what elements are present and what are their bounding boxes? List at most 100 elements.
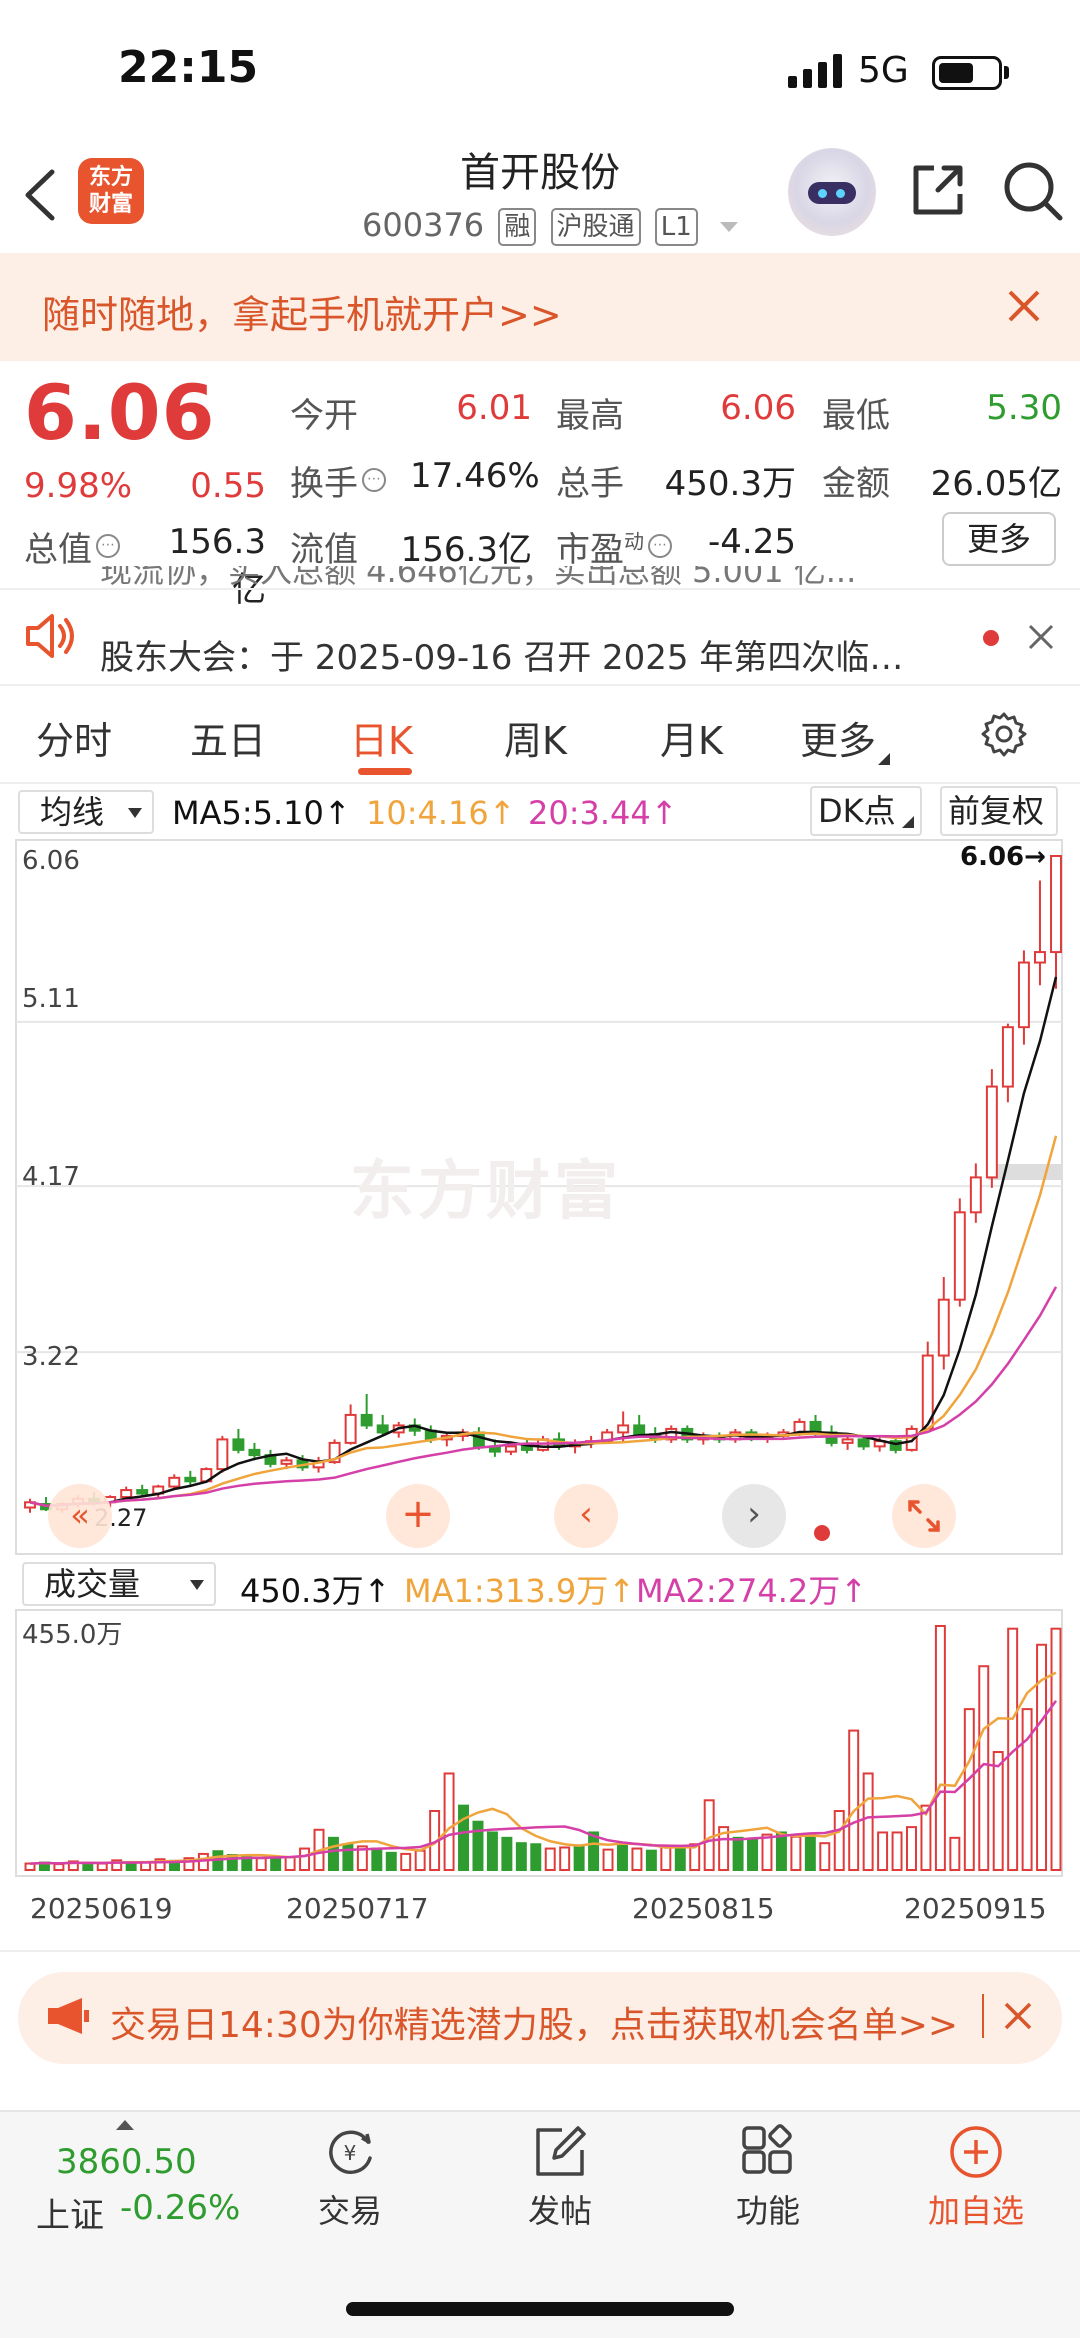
tab-weekly-k[interactable]: 周K [504,719,567,763]
volume-bar [53,1863,65,1871]
info-icon[interactable]: ⋯ [96,533,120,558]
apps-icon[interactable] [740,2124,796,2180]
candle-body [537,1438,549,1451]
stock-name: 首开股份 [460,150,620,196]
gear-icon[interactable] [980,710,1028,758]
volume-indicator-select[interactable]: 成交量 [22,1562,216,1606]
promo-banner[interactable] [0,253,1080,361]
tab-more[interactable]: 更多 [800,710,891,765]
volume-bar [24,1862,36,1871]
volume-bar [82,1862,94,1871]
volume-bar [616,1842,628,1871]
add-circle-icon[interactable] [948,2124,1004,2180]
zoom-in-button[interactable]: + [386,1484,450,1548]
promo-text[interactable]: 随时随地，拿起手机就开户>> [42,293,562,337]
candle-body [905,1427,918,1451]
candle-body [697,1434,710,1441]
volume-bar [486,1831,498,1872]
candle-body [665,1427,678,1441]
close-icon[interactable] [1002,284,1046,328]
nav-add-watchlist[interactable]: 加自选 [927,2192,1024,2230]
scroll-left-fast-button[interactable]: « [48,1484,112,1548]
bottom-promo-text[interactable]: 交易日14:30为你精选潜力股，点击获取机会名单>> [110,2005,959,2046]
index-name: 上证 [36,2196,104,2236]
dk-point-button[interactable]: DK点 [810,786,922,836]
prev-candle-button[interactable]: ‹ [554,1484,618,1548]
search-icon[interactable] [1000,158,1066,224]
notice-previous: 现流协，实入总额 4.646亿元，实出总额 5.001 亿... [100,566,857,588]
candle-body [136,1489,149,1495]
ma10-value: 10:4.16↑ [366,794,516,832]
info-icon[interactable]: ⋯ [648,533,672,558]
price-tick: 3.22 [22,1342,80,1372]
tab-five-day[interactable]: 五日 [190,719,267,763]
candle-body [889,1440,902,1451]
stock-subtitle[interactable]: 600376 融 沪股通 L1 [362,206,740,246]
status-time: 22:15 [118,42,259,93]
tab-monthly-k[interactable]: 月K [660,719,723,763]
notice-text[interactable]: 股东大会：于 2025-09-16 召开 2025 年第四次临… [100,638,904,678]
candle-body [200,1468,213,1483]
divider [0,782,1080,784]
low-label: 最低 [822,396,890,436]
tab-intraday[interactable]: 分时 [36,719,113,763]
candle-body [376,1424,389,1434]
nav-functions[interactable]: 功能 [735,2192,800,2230]
post-icon[interactable] [532,2124,588,2180]
fullscreen-button[interactable] [892,1484,956,1548]
price-tick: 6.06 [22,846,80,876]
open-value: 6.01 [456,388,532,428]
candle-body [649,1433,662,1441]
candle-body [1017,961,1030,1029]
volume-bar [429,1810,441,1871]
trade-icon[interactable]: ¥ [322,2124,378,2180]
volume-bar [327,1836,339,1872]
divider [0,1950,1080,1952]
more-button[interactable]: 更多 [942,512,1056,566]
volume-bar [906,1826,917,1871]
volume-bar [963,1708,975,1871]
next-candle-button[interactable]: › [722,1484,786,1548]
volume-bar [891,1831,903,1872]
assistant-avatar[interactable] [788,148,876,236]
chevron-up-icon[interactable] [116,2120,134,2130]
volume-bar [342,1843,354,1872]
corner-triangle-icon [902,816,914,828]
index-value[interactable]: 3860.50 [56,2142,197,2182]
tab-daily-k[interactable]: 日K [350,719,413,763]
float-cap-value: 156.3亿 [400,530,532,570]
volume-bar [559,1846,571,1872]
volume-bar [833,1810,845,1871]
stock-code: 600376 [362,206,485,244]
volume-bar [140,1860,152,1872]
indicator-select[interactable]: 均线 [18,790,154,834]
volume-tick: 455.0万 [22,1620,123,1650]
volume-bar [67,1860,79,1872]
share-icon[interactable] [908,160,968,220]
candle-body [344,1413,357,1444]
nav-trade[interactable]: 交易 [317,2192,382,2230]
current-price: 6.06 [24,368,216,457]
bottom-promo-banner[interactable] [18,1972,1062,2064]
volume-bar [154,1858,166,1872]
close-icon[interactable] [1002,2000,1034,2032]
chevron-down-icon[interactable] [718,220,740,234]
info-icon[interactable]: ⋯ [362,467,386,492]
volume-bar [992,1751,1004,1871]
pe-value: -4.25 [708,522,796,562]
battery-cap [1004,66,1009,79]
battery-icon [932,56,1002,90]
tab-active-indicator [358,768,412,775]
crosshair-marker [988,1164,1062,1180]
date-tick: 20250815 [632,1892,775,1925]
candle-body [841,1438,854,1444]
low-value: 5.30 [986,388,1062,428]
candle-body [232,1438,245,1451]
close-icon[interactable] [1026,622,1056,652]
nav-post[interactable]: 发帖 [527,2192,592,2230]
adjust-button[interactable]: 前复权 [940,786,1058,836]
volume-bar [169,1859,180,1872]
volume-bar [790,1835,802,1872]
back-icon[interactable] [22,168,58,222]
high-label: 最高 [556,396,624,436]
